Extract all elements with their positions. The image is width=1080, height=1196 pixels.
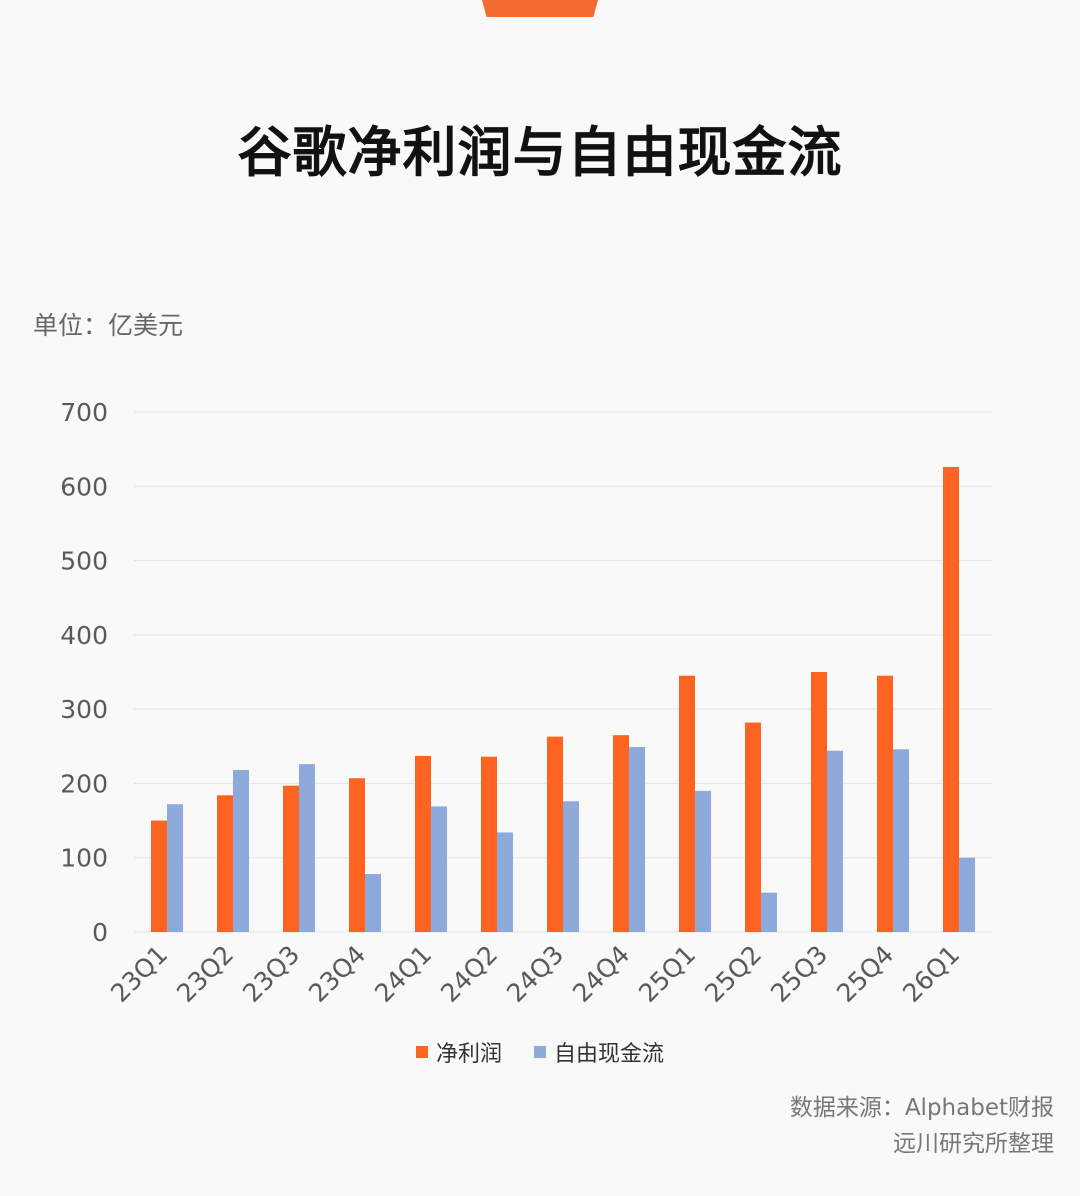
x-tick-label: 23Q2 <box>171 940 239 1008</box>
y-tick-label: 200 <box>60 769 108 798</box>
bar-free-cash-flow <box>167 804 183 932</box>
legend-label-free-cash-flow: 自由现金流 <box>554 1042 665 1067</box>
page-title: 谷歌净利润与自由现金流 <box>237 121 843 184</box>
x-tick-label: 25Q4 <box>831 940 899 1008</box>
x-tick-label: 25Q1 <box>633 940 701 1008</box>
bar-free-cash-flow <box>563 801 579 932</box>
bar-free-cash-flow <box>299 764 315 932</box>
bar-net-profit <box>349 778 365 932</box>
bar-free-cash-flow <box>959 857 975 932</box>
legend-item-free-cash-flow: 自由现金流 <box>534 1036 664 1068</box>
y-tick-label: 500 <box>60 547 108 576</box>
legend-item-net-profit: 净利润 <box>415 1036 502 1068</box>
x-tick-label: 24Q3 <box>501 940 569 1008</box>
bar-free-cash-flow <box>893 749 909 932</box>
source-line-1: 数据来源：Alphabet财报 <box>789 1095 1054 1121</box>
y-tick-label: 400 <box>60 621 108 650</box>
x-tick-label: 23Q1 <box>105 940 173 1008</box>
bar-net-profit <box>151 820 167 932</box>
source-line-2: 远川研究所整理 <box>893 1131 1054 1157</box>
legend: 净利润 自由现金流 <box>0 1036 1080 1068</box>
bar-free-cash-flow <box>431 806 447 932</box>
top-accent-tab <box>482 0 598 17</box>
bar-free-cash-flow <box>695 790 711 932</box>
bar-net-profit <box>811 672 827 932</box>
x-tick-label: 24Q4 <box>567 940 635 1008</box>
x-tick-label: 25Q3 <box>765 940 833 1008</box>
y-tick-label: 700 <box>60 398 108 427</box>
legend-swatch-net-profit <box>415 1046 428 1058</box>
x-tick-label: 24Q1 <box>369 940 437 1008</box>
x-tick-label: 23Q4 <box>303 940 371 1008</box>
bar-free-cash-flow <box>497 832 513 932</box>
bar-net-profit <box>745 722 761 932</box>
bar-net-profit <box>481 756 497 932</box>
bar-net-profit <box>943 466 959 932</box>
unit-label: 单位：亿美元 <box>33 311 184 340</box>
bar-free-cash-flow <box>629 747 645 932</box>
x-tick-label: 24Q2 <box>435 940 503 1008</box>
bar-net-profit <box>679 675 695 932</box>
bar-net-profit <box>547 736 563 932</box>
x-tick-label: 26Q1 <box>897 940 965 1008</box>
bar-net-profit <box>415 755 431 932</box>
bar-free-cash-flow <box>365 874 381 932</box>
source-note: 数据来源：Alphabet财报 远川研究所整理 <box>790 1090 1054 1162</box>
bar-net-profit <box>613 735 629 932</box>
legend-swatch-free-cash-flow <box>534 1046 546 1058</box>
bar-net-profit <box>283 785 299 932</box>
legend-label-net-profit: 净利润 <box>435 1042 502 1067</box>
x-tick-label: 23Q3 <box>237 940 305 1008</box>
y-tick-label: 100 <box>60 844 108 873</box>
y-tick-label: 600 <box>60 472 108 501</box>
bar-free-cash-flow <box>827 750 843 932</box>
y-tick-label: 0 <box>92 918 108 947</box>
bar-free-cash-flow <box>761 892 777 932</box>
y-tick-label: 300 <box>60 695 108 724</box>
x-tick-label: 25Q2 <box>699 940 767 1008</box>
bar-net-profit <box>217 795 233 932</box>
bar-free-cash-flow <box>233 770 249 932</box>
bar-net-profit <box>877 675 893 932</box>
